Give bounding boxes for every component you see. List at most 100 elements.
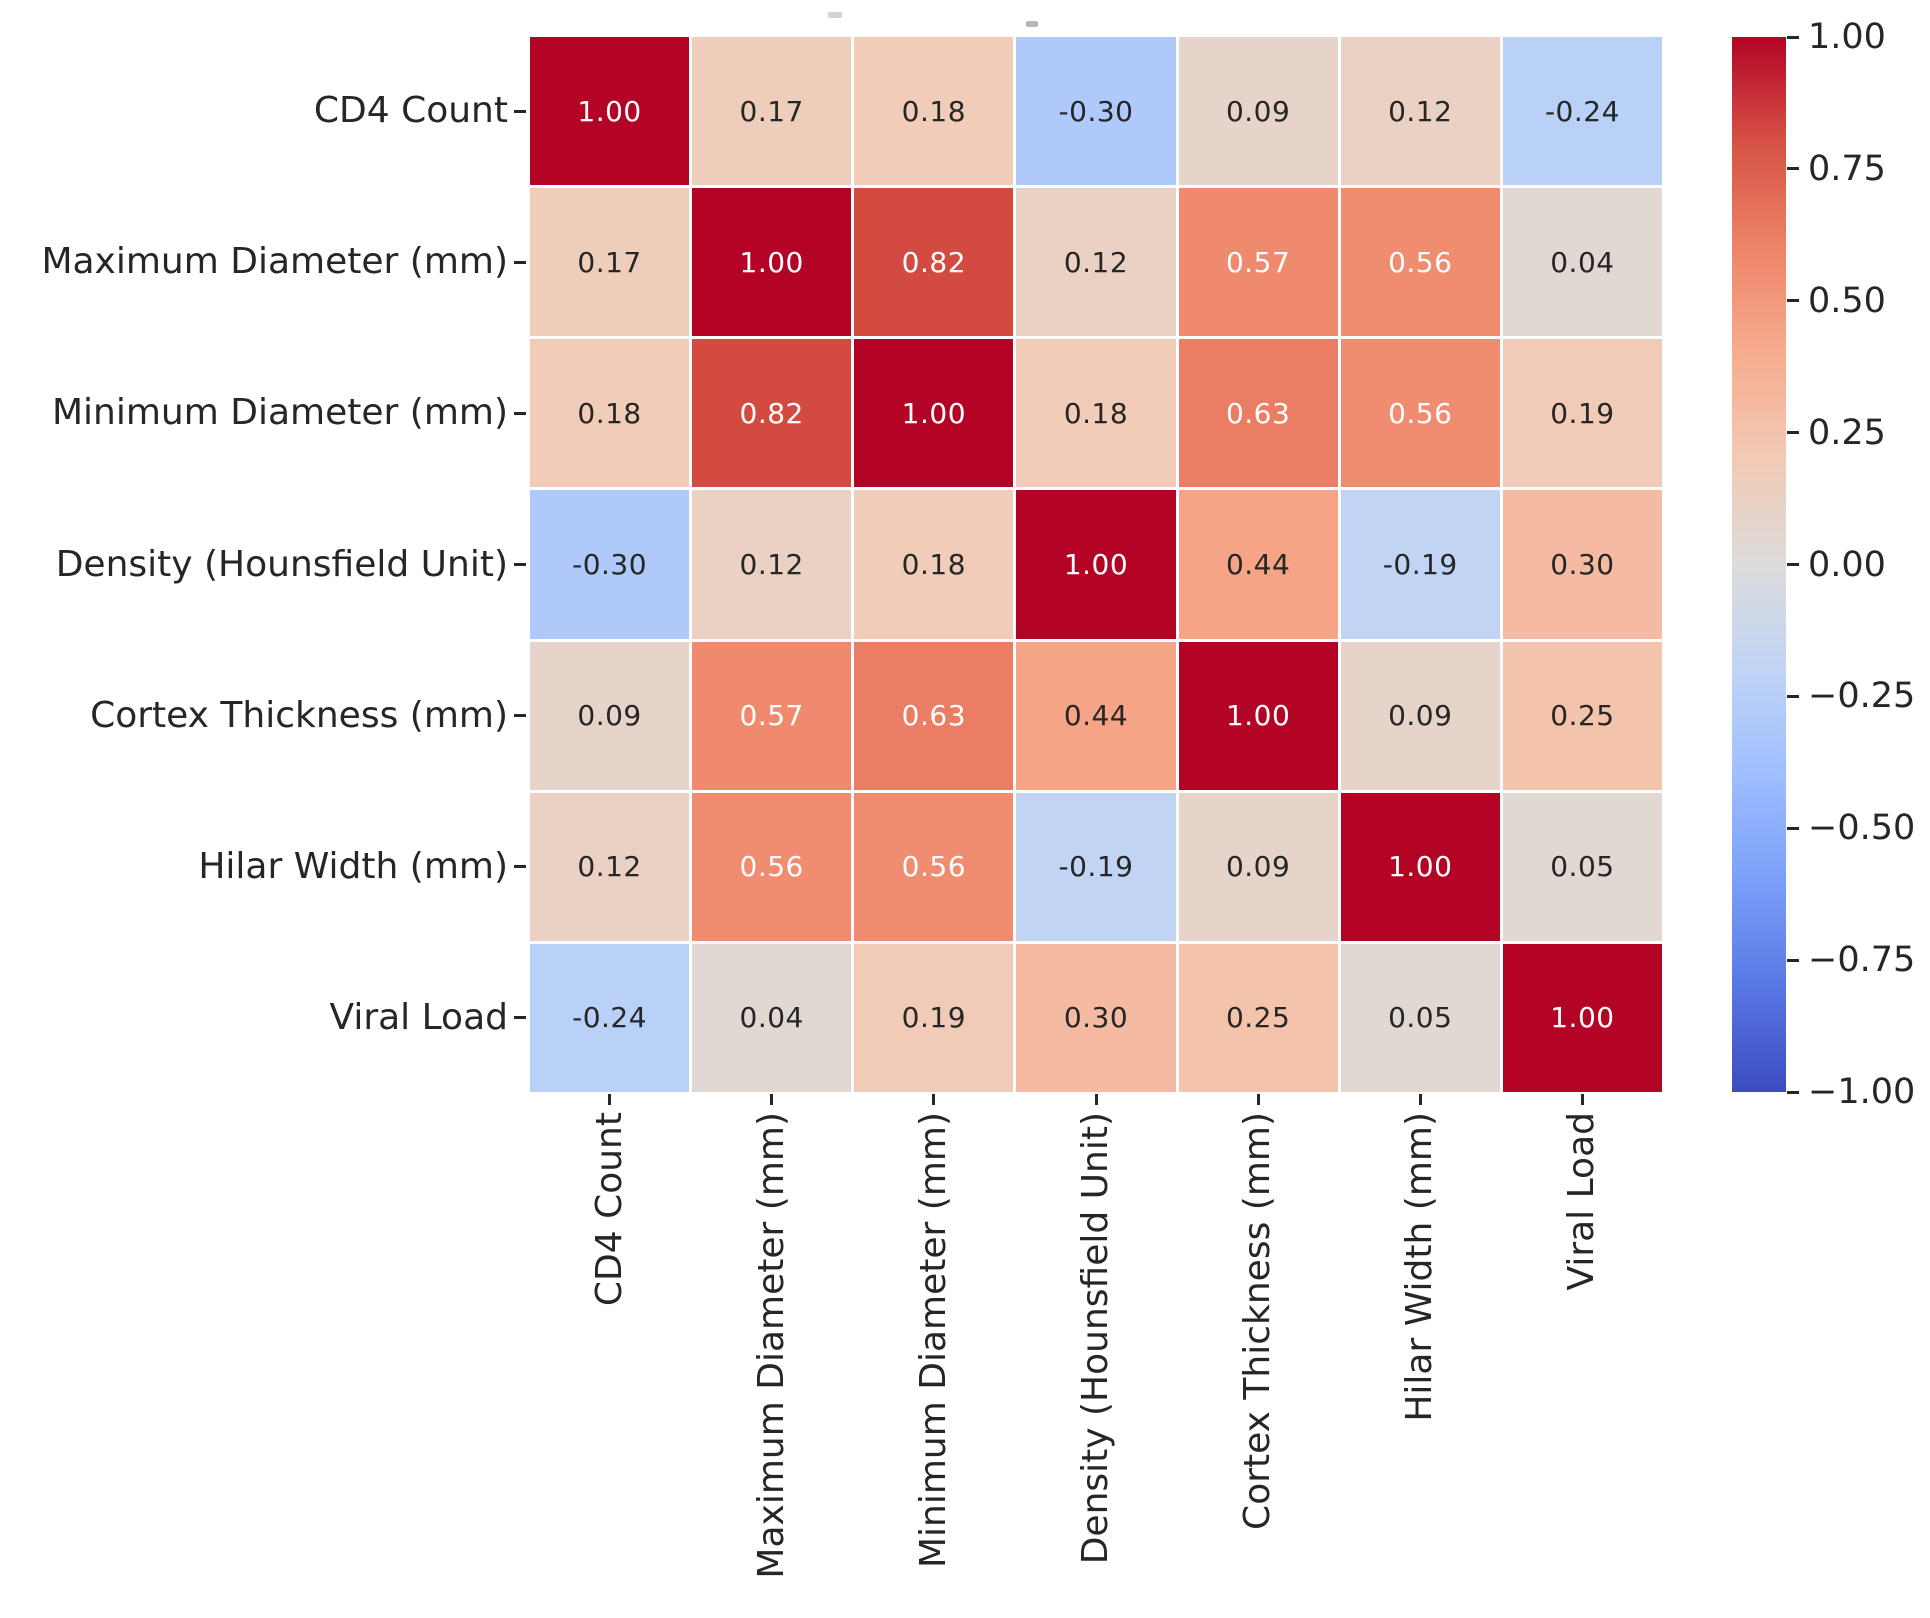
cell-value: 0.44: [1063, 699, 1129, 733]
y-tick-mark: [514, 865, 526, 869]
cell-value: 0.17: [577, 245, 642, 279]
cell-value: 0.56: [1388, 245, 1453, 279]
cell-value: 0.12: [1063, 245, 1129, 279]
heatmap-cell: 0.18: [854, 490, 1014, 639]
x-tick-mark: [1418, 1094, 1422, 1105]
x-axis-label: Cortex Thickness (mm): [1237, 1112, 1279, 1530]
heatmap-cell: 0.12: [530, 792, 690, 941]
heatmap-cell: 0.17: [692, 37, 852, 186]
x-axis-label: Hilar Width (mm): [1399, 1112, 1441, 1422]
heatmap-cell: 1.00: [692, 188, 852, 337]
heatmap-cell: 1.00: [530, 37, 690, 186]
colorbar-tick-mark: [1787, 299, 1799, 303]
cell-value: 0.17: [739, 94, 804, 128]
heatmap-cell: 0.82: [854, 188, 1014, 337]
cell-value: -0.24: [572, 1001, 648, 1035]
y-tick-mark: [514, 1016, 526, 1020]
cell-value: 0.82: [901, 245, 967, 279]
heatmap-cell: 1.00: [1016, 490, 1176, 639]
heatmap-cell: 0.09: [1178, 792, 1338, 941]
heatmap: 1.00 0.17 0.18 -0.30 0.09 0.12 -0.24 0.17 1.00 0.…: [530, 37, 1662, 1092]
colorbar-tick-mark: [1787, 563, 1799, 566]
heatmap-cell: 0.63: [854, 641, 1014, 790]
y-axis-label: Maximum Diameter (mm): [41, 241, 508, 283]
heatmap-cell: 0.19: [854, 943, 1014, 1092]
y-tick-mark: [514, 109, 526, 113]
y-axis-label: CD4 Count: [313, 90, 508, 132]
colorbar-tick-label: 0.00: [1808, 544, 1886, 585]
colorbar-tick-label: −0.75: [1808, 940, 1916, 981]
cell-value: 0.57: [1225, 245, 1291, 279]
cell-value: 0.09: [577, 699, 642, 733]
heatmap-cell: 0.12: [692, 490, 852, 639]
heatmap-cell: 0.63: [1178, 339, 1338, 488]
cell-value: 0.12: [739, 547, 804, 581]
cell-value: 0.56: [901, 850, 967, 884]
colorbar-tick-mark: [1787, 431, 1799, 435]
x-tick-mark: [608, 1094, 612, 1105]
heatmap-cell: -0.24: [530, 943, 690, 1092]
colorbar-tick-mark: [1787, 958, 1799, 962]
cell-value: 0.04: [739, 1001, 804, 1035]
cell-value: 0.05: [1388, 1001, 1453, 1035]
cell-value: 1.00: [1550, 1001, 1615, 1035]
x-tick-mark: [1094, 1094, 1098, 1105]
heatmap-cell: -0.19: [1340, 490, 1500, 639]
cell-value: 0.18: [901, 547, 967, 581]
x-axis-label: Viral Load: [1561, 1112, 1603, 1291]
heatmap-cell: -0.30: [530, 490, 690, 639]
x-tick-mark: [1580, 1094, 1584, 1105]
stray-artifact-mark: [1026, 21, 1038, 27]
heatmap-cell: -0.30: [1016, 37, 1176, 186]
heatmap-cell: -0.19: [1016, 792, 1176, 941]
heatmap-cell: 1.00: [1502, 943, 1662, 1092]
heatmap-cell: 0.04: [692, 943, 852, 1092]
colorbar-tick-label: 0.25: [1808, 412, 1886, 453]
colorbar-tick-mark: [1787, 167, 1799, 171]
colorbar-tick-label: 0.75: [1808, 148, 1886, 189]
cell-value: 0.30: [1550, 547, 1615, 581]
colorbar-tick-mark: [1787, 826, 1799, 830]
x-tick-mark: [932, 1094, 936, 1105]
heatmap-cell: 0.17: [530, 188, 690, 337]
y-axis-label: Cortex Thickness (mm): [90, 694, 508, 736]
cell-value: 0.30: [1063, 1001, 1129, 1035]
cell-value: 0.09: [1388, 699, 1453, 733]
cell-value: 0.56: [739, 850, 804, 884]
cell-value: 0.04: [1550, 245, 1615, 279]
cell-value: -0.30: [572, 547, 648, 581]
cell-value: 1.00: [1063, 547, 1129, 581]
heatmap-cell: 0.56: [1340, 188, 1500, 337]
cell-value: 0.18: [577, 396, 642, 430]
colorbar-gradient: [1732, 37, 1786, 1092]
stray-artifact-mark: [828, 12, 842, 18]
heatmap-cell: 0.18: [530, 339, 690, 488]
y-axis-label: Density (Hounsfield Unit): [55, 543, 508, 585]
heatmap-cell: 0.30: [1502, 490, 1662, 639]
cell-value: 0.63: [1225, 396, 1291, 430]
heatmap-cell: 0.18: [854, 37, 1014, 186]
y-tick-mark: [514, 714, 526, 718]
cell-value: -0.19: [1382, 547, 1458, 581]
cell-value: 0.44: [1225, 547, 1291, 581]
cell-value: 0.18: [901, 94, 967, 128]
cell-value: 0.19: [1550, 396, 1615, 430]
colorbar-tick-mark: [1787, 1090, 1799, 1094]
heatmap-cell: 0.09: [1178, 37, 1338, 186]
cell-value: -0.24: [1544, 94, 1620, 128]
heatmap-cell: 1.00: [1340, 792, 1500, 941]
colorbar-tick-label: −0.25: [1808, 676, 1916, 717]
cell-value: 0.05: [1550, 850, 1615, 884]
heatmap-cell: 0.30: [1016, 943, 1176, 1092]
y-axis-label: Viral Load: [329, 996, 508, 1038]
x-axis-label: Maximum Diameter (mm): [750, 1112, 792, 1579]
colorbar-tick-label: −0.50: [1808, 808, 1916, 849]
cell-value: 0.12: [1388, 94, 1453, 128]
y-tick-mark: [514, 411, 526, 415]
cell-value: 0.63: [901, 699, 967, 733]
cell-value: 1.00: [1225, 699, 1291, 733]
heatmap-cell: 0.12: [1016, 188, 1176, 337]
y-axis-label: Minimum Diameter (mm): [51, 392, 508, 434]
colorbar-tick-label: 0.50: [1808, 280, 1886, 321]
